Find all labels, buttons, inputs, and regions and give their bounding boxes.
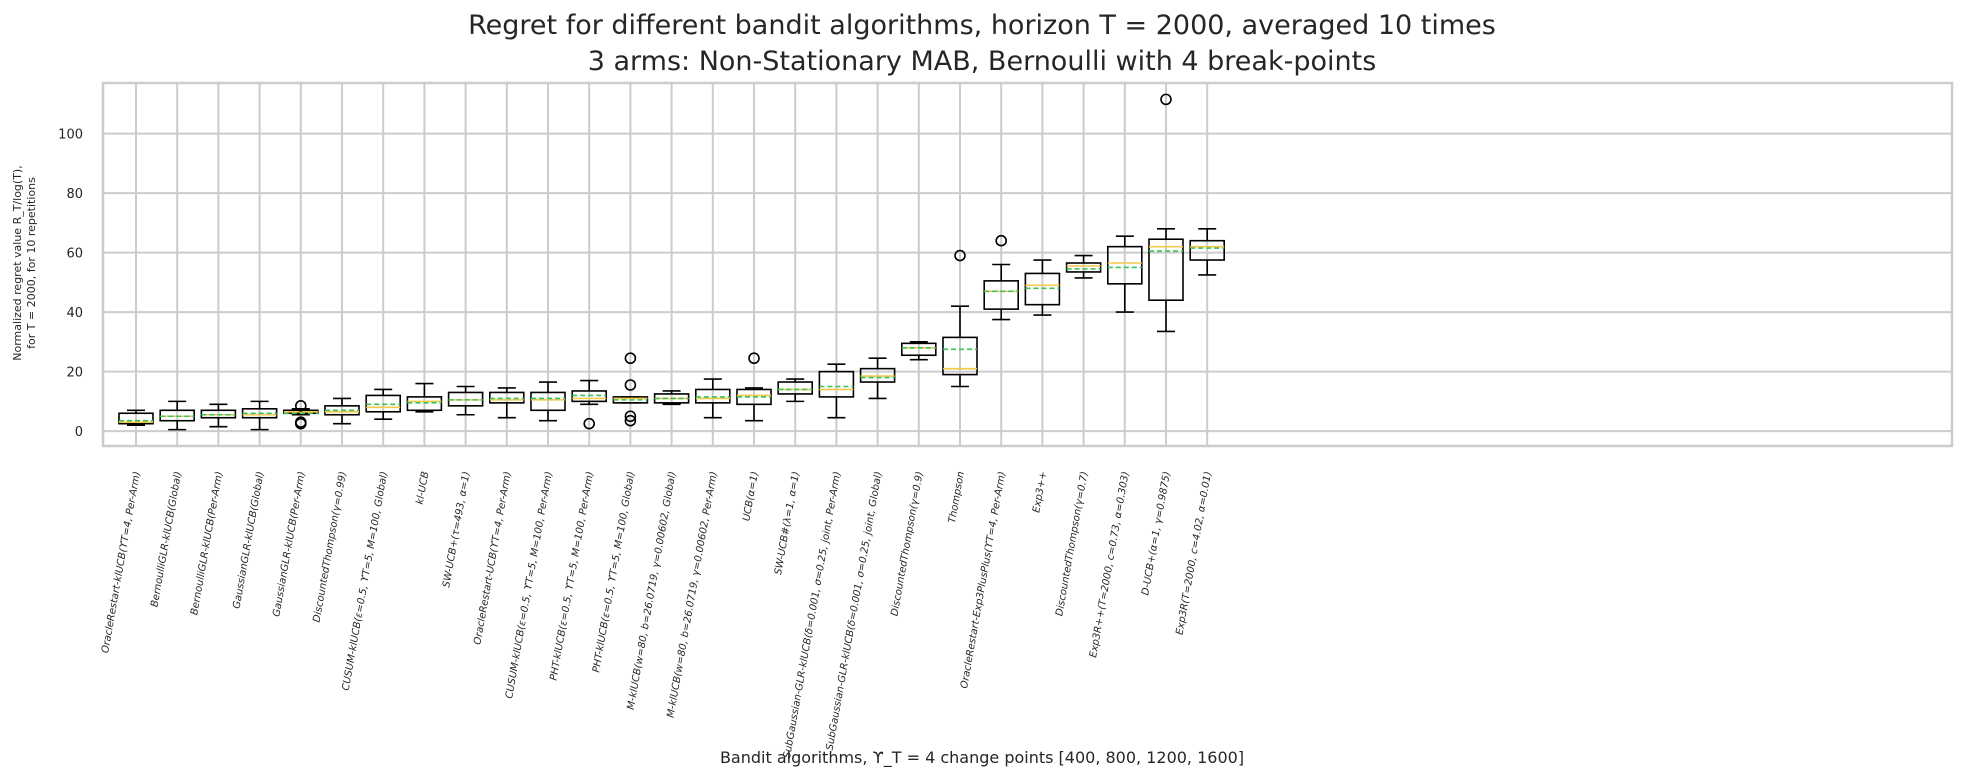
outlier-point	[583, 417, 596, 430]
x-tick-label: M-klUCB(w=80, b=26.0719, γ=0.00602, Glob…	[626, 471, 679, 711]
x-tick-label: SW-UCB#(λ=1, α=1)	[773, 471, 802, 576]
box-22	[983, 234, 1020, 321]
chart-subtitle: 3 arms: Non-Stationary MAB, Bernoulli wi…	[587, 46, 1377, 77]
box-11	[530, 381, 566, 422]
box-6	[324, 397, 360, 425]
box-9	[447, 385, 484, 416]
x-axis-label: Bandit algorithms, ϒ_T = 4 change points…	[719, 748, 1245, 767]
box-2	[159, 400, 195, 431]
box-4	[241, 400, 278, 431]
y-tick-label: 20	[66, 366, 83, 381]
outlier-point	[624, 410, 637, 423]
box-16	[736, 352, 772, 422]
box-24	[1065, 254, 1102, 279]
x-tick-label: GaussianGLR-klUCB(Global)	[232, 471, 267, 610]
x-tick-label: SW-UCB+(τ=493, α=1)	[441, 471, 472, 589]
outlier-point	[624, 414, 637, 427]
y-tick-label: 0	[75, 425, 83, 440]
box-18	[818, 363, 855, 419]
x-tick-label: CUSUM-klUCB(ε=0.5, ϒT=5, M=100, Per-Arm)	[504, 471, 555, 700]
x-tick-label: OracleRestart-klUCB(ϒT=4, Per-Arm)	[100, 471, 143, 654]
outlier-point	[294, 417, 307, 430]
outlier-point	[624, 379, 637, 391]
box-15	[694, 378, 731, 419]
box-layer	[118, 93, 1225, 431]
x-tick-label: UCB(α=1)	[741, 471, 761, 522]
outlier-point	[624, 352, 637, 365]
outlier-point	[1160, 93, 1172, 106]
iqr-box	[900, 342, 937, 357]
box-13	[612, 352, 649, 427]
x-tick-label: BernoulliGLR-klUCB(Global)	[149, 471, 184, 608]
plot-frame	[101, 81, 1954, 448]
box-26	[1148, 93, 1184, 333]
box-23	[1024, 259, 1061, 316]
iqr-box	[1107, 245, 1143, 285]
y-tick-label: 60	[66, 247, 83, 262]
iqr-box	[777, 381, 814, 395]
box-10	[488, 387, 525, 419]
x-tick-label: OracleRestart-UCB(ϒT=4, Per-Arm)	[472, 471, 513, 646]
box-27	[1189, 227, 1225, 276]
x-tick-label: Thompson	[947, 471, 967, 524]
box-1	[118, 409, 154, 426]
x-tick-label: Exp3++	[1031, 471, 1049, 514]
box-21	[942, 249, 978, 388]
outlier-point	[294, 400, 307, 412]
x-tick-label: PHT-klUCB(ε=0.5, ϒT=5, M=100, Global)	[591, 471, 637, 674]
x-tick-label: D-UCB+(α=1, γ=0.9875)	[1140, 471, 1173, 597]
iqr-box	[530, 391, 566, 412]
x-tick-label: GaussianGLR-klUCB(Per-Arm)	[271, 471, 307, 618]
y-tick-layer: 0 20 40 60 80 100	[58, 128, 83, 441]
x-tick-label: CUSUM-klUCB(ε=0.5, ϒT=5, M=100, Global)	[341, 471, 390, 692]
x-tick-label: OracleRestart-Exp3PlusPlus(ϒT=4, Per-Arm…	[959, 471, 1008, 690]
box-8	[406, 382, 443, 413]
chart-title: Regret for different bandit algorithms, …	[468, 10, 1496, 41]
box-17	[777, 378, 814, 403]
box-5	[282, 400, 319, 430]
box-19	[859, 357, 896, 400]
iqr-box	[942, 336, 978, 376]
box-14	[653, 390, 690, 406]
iqr-box	[118, 412, 154, 425]
x-tick-label: PHT-klUCB(ε=0.5, ϒT=5, M=100, Per-Arm)	[548, 471, 596, 682]
x-tick-label: Exp3R++(T=2000, c=0.73, α=0.303)	[1088, 471, 1132, 659]
x-tick-label: BernoulliGLR-klUCB(Per-Arm)	[189, 471, 225, 616]
grid-layer	[103, 83, 1952, 446]
iqr-box	[1189, 239, 1225, 261]
box-25	[1107, 235, 1143, 313]
x-tick-label: DiscountedThompson(γ=0.7)	[1054, 471, 1090, 617]
x-tick-label: kl-UCB	[415, 470, 432, 505]
y-tick-label: 100	[58, 128, 83, 143]
outlier-point	[995, 234, 1008, 247]
outlier-point	[954, 249, 966, 262]
y-tick-label: 80	[66, 187, 83, 202]
x-tick-layer: OracleRestart-klUCB(ϒT=4, Per-Arm) Bernou…	[100, 470, 1214, 759]
iqr-box	[1148, 238, 1184, 302]
x-tick-label: DiscountedThompson(γ=0.9)	[889, 471, 925, 617]
x-tick-label: Exp3R(T=2000, c=4.02, α=0.01)	[1175, 471, 1215, 636]
x-tick-label: DiscountedThompson(γ=0.99)	[312, 471, 349, 624]
box-12	[571, 379, 608, 430]
iqr-box	[1065, 262, 1102, 273]
iqr-box	[818, 370, 855, 398]
outlier-point	[748, 352, 760, 365]
y-tick-label: 40	[66, 306, 83, 321]
box-7	[365, 388, 402, 421]
iqr-box	[983, 280, 1020, 310]
x-tick-label: M-klUCB(w=80, b=26.0719, γ=0.00602, Per-…	[666, 471, 720, 719]
box-20	[900, 341, 937, 361]
box-3	[200, 403, 237, 428]
